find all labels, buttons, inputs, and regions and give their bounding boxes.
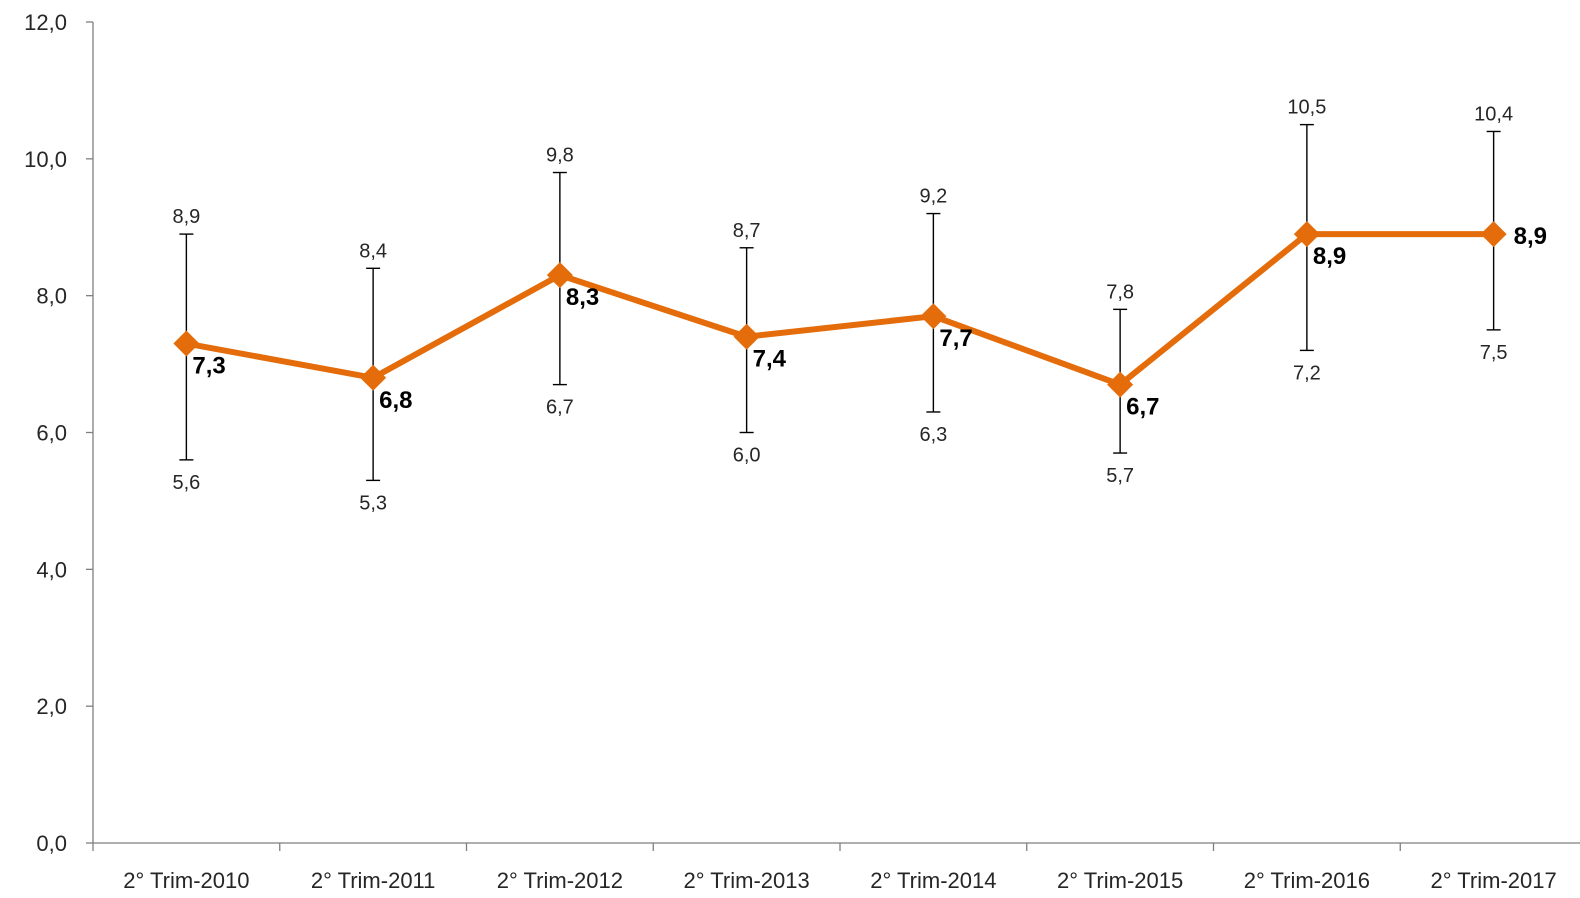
data-labels: 8,9 5,6 8,4 5,3 9,8 6,7 8,7 6,0 9,2 6,3 7,8 5,7 10,5… bbox=[172, 97, 1547, 515]
data-value-label: 8,3 bbox=[566, 284, 599, 311]
data-point-marker bbox=[360, 364, 387, 391]
x-tick-label: 2° Trim-2011 bbox=[311, 868, 436, 893]
x-tick-label: 2° Trim-2010 bbox=[123, 868, 249, 893]
data-point-marker bbox=[733, 323, 760, 350]
series-markers bbox=[173, 221, 1507, 398]
data-point-marker bbox=[173, 330, 200, 357]
data-value-label: 7,7 bbox=[939, 325, 972, 352]
y-tick-label: 6,0 bbox=[36, 421, 67, 446]
data-value-label: 8,9 bbox=[1313, 243, 1346, 270]
error-lower-label: 5,3 bbox=[359, 492, 387, 514]
y-tick-label: 2,0 bbox=[36, 694, 67, 719]
data-point-marker bbox=[1293, 221, 1320, 248]
y-tick-label: 4,0 bbox=[36, 557, 67, 582]
error-upper-label: 8,7 bbox=[733, 220, 761, 242]
x-tick-label: 2° Trim-2017 bbox=[1431, 868, 1557, 893]
error-lower-label: 6,0 bbox=[733, 445, 761, 467]
data-value-label: 7,4 bbox=[753, 346, 787, 373]
error-bars bbox=[179, 123, 1501, 482]
data-value-label: 6,8 bbox=[379, 387, 412, 414]
x-tick-label: 2° Trim-2013 bbox=[684, 868, 810, 893]
error-upper-label: 9,2 bbox=[919, 186, 947, 208]
data-value-label: 7,3 bbox=[192, 353, 225, 380]
axes: 0,0 2,0 4,0 6,0 8,0 10,0 12,0 2° Trim-2010 2° Tr… bbox=[24, 10, 1580, 893]
data-point-marker bbox=[1480, 221, 1507, 248]
x-tick-label: 2° Trim-2014 bbox=[870, 868, 996, 893]
error-lower-label: 6,7 bbox=[546, 397, 574, 419]
y-tick-label: 8,0 bbox=[36, 284, 67, 309]
x-tick-label: 2° Trim-2016 bbox=[1244, 868, 1370, 893]
series-line bbox=[185, 231, 1494, 388]
y-tick-label: 10,0 bbox=[24, 147, 67, 172]
data-point-marker bbox=[546, 262, 573, 289]
error-upper-label: 8,9 bbox=[172, 206, 200, 228]
x-tick-label: 2° Trim-2012 bbox=[497, 868, 623, 893]
data-value-label: 8,9 bbox=[1514, 223, 1547, 250]
error-upper-label: 10,4 bbox=[1474, 103, 1513, 125]
series-lines bbox=[185, 231, 1494, 388]
data-point-marker bbox=[1107, 371, 1134, 398]
error-lower-label: 7,5 bbox=[1480, 342, 1508, 364]
error-upper-label: 8,4 bbox=[359, 240, 387, 262]
y-tick-label: 12,0 bbox=[24, 10, 67, 35]
error-lower-label: 5,7 bbox=[1106, 465, 1134, 487]
error-lower-label: 5,6 bbox=[172, 472, 200, 494]
data-point-marker bbox=[920, 303, 947, 330]
error-upper-label: 10,5 bbox=[1287, 97, 1326, 119]
error-upper-label: 9,8 bbox=[546, 145, 574, 167]
data-value-label: 6,7 bbox=[1126, 394, 1159, 421]
error-upper-label: 7,8 bbox=[1106, 281, 1134, 303]
x-tick-label: 2° Trim-2015 bbox=[1057, 868, 1183, 893]
error-lower-label: 6,3 bbox=[919, 424, 947, 446]
y-tick-label: 0,0 bbox=[36, 831, 67, 856]
error-lower-label: 7,2 bbox=[1293, 362, 1321, 384]
